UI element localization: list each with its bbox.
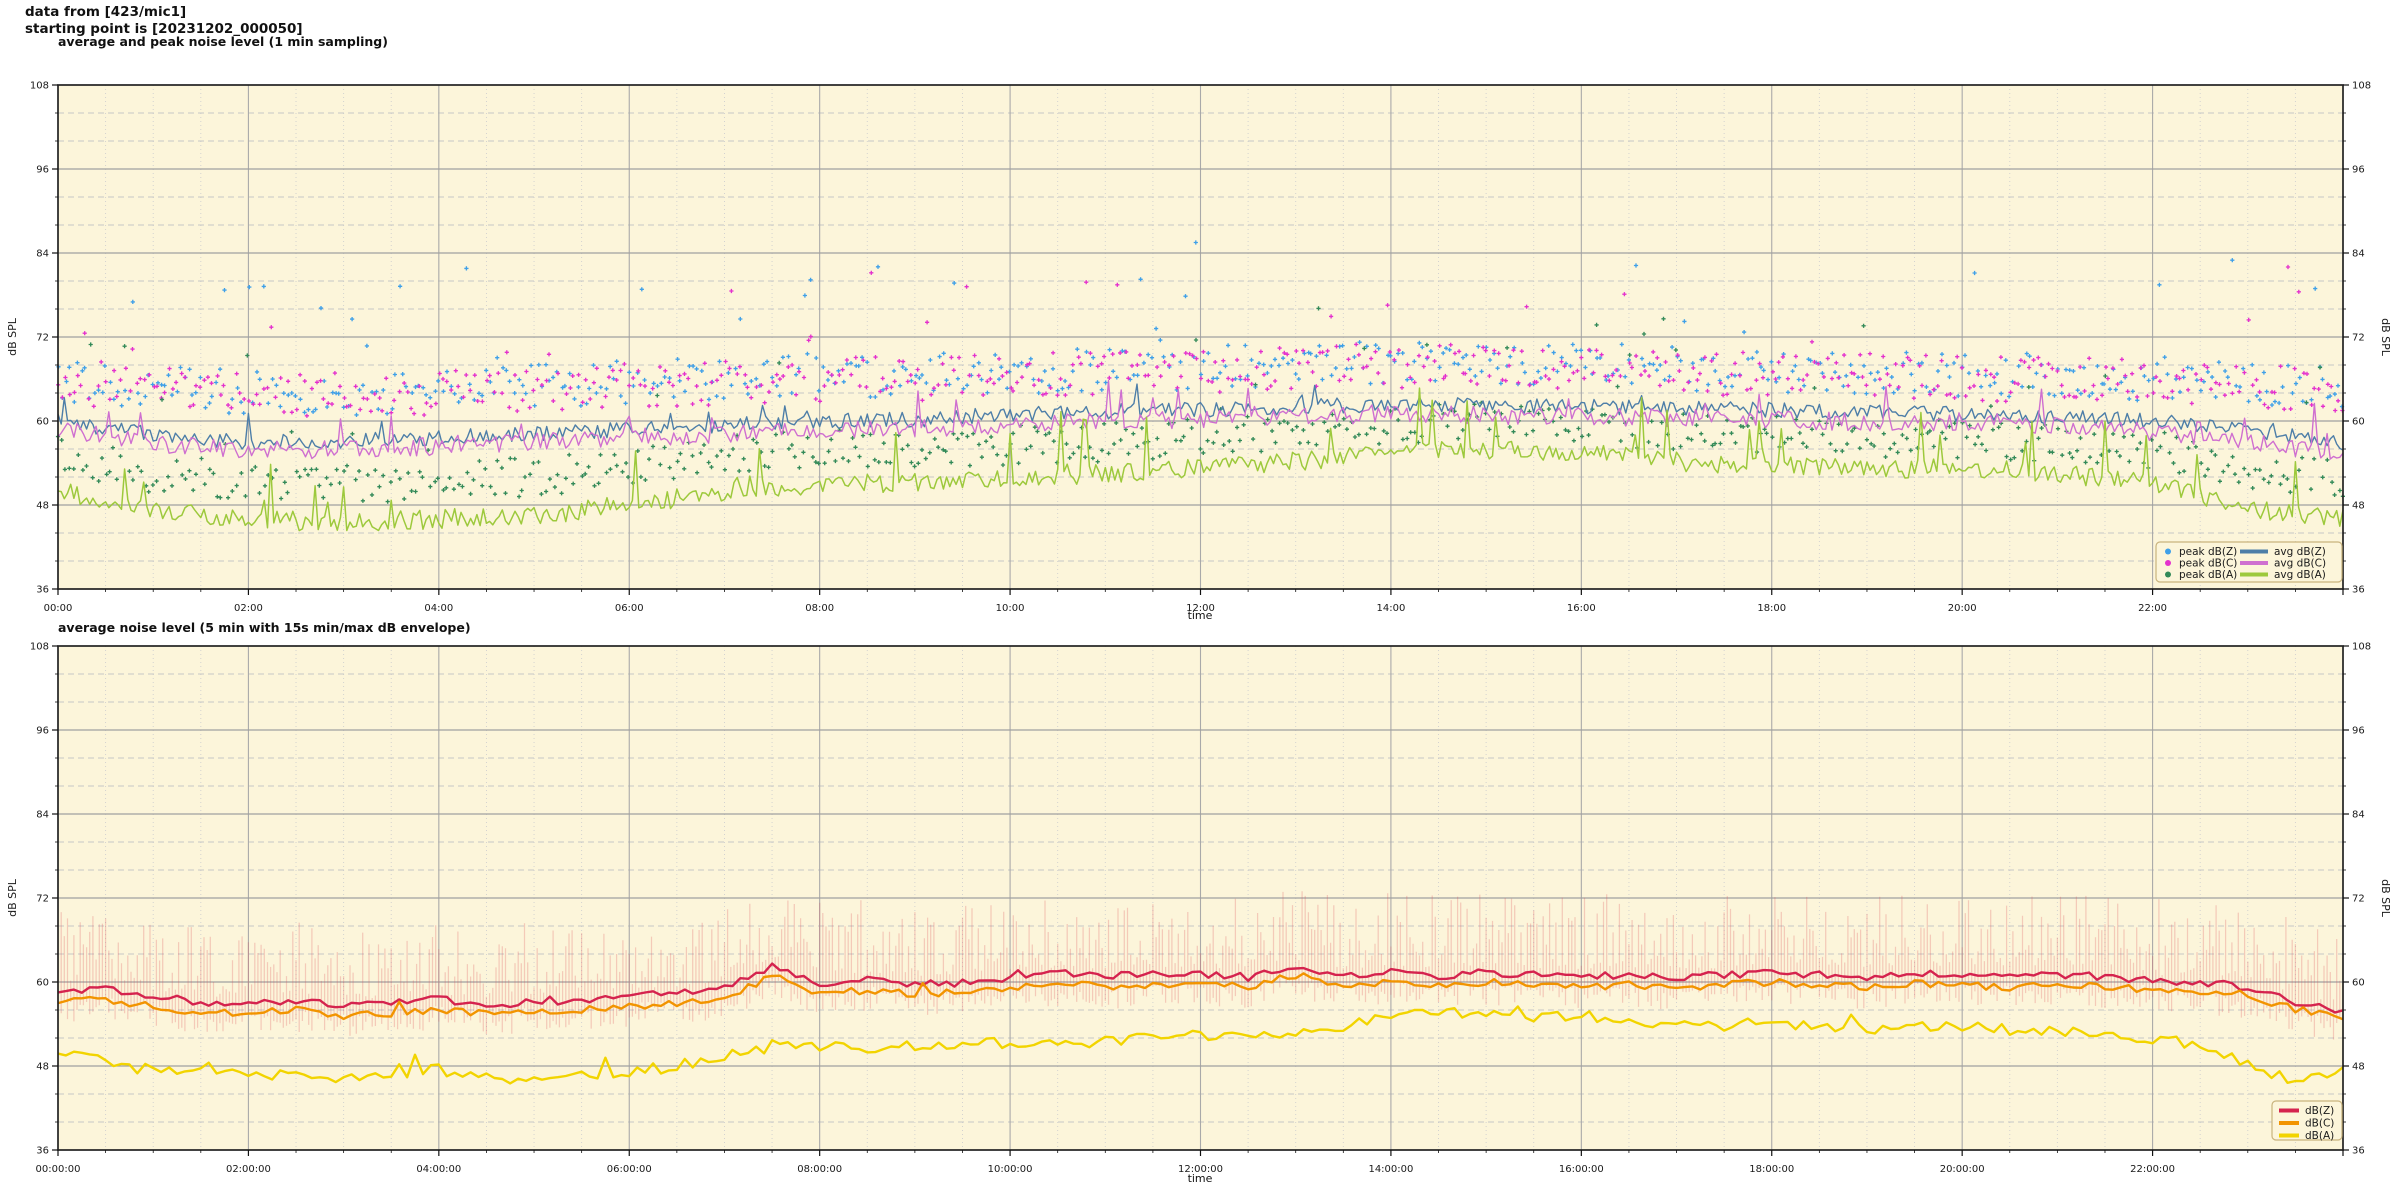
x-tick-label: 02:00 xyxy=(234,603,263,614)
legend-label: dB(C) xyxy=(2305,1118,2334,1130)
x-tick-label: 12:00 xyxy=(1186,603,1215,614)
y-tick-label-left: 72 xyxy=(36,333,49,344)
x-tick-label: 04:00 xyxy=(424,603,453,614)
y-tick-label-right: 72 xyxy=(2352,894,2365,905)
x-tick-label: 06:00 xyxy=(615,603,644,614)
y-tick-label-right: 72 xyxy=(2352,333,2365,344)
series-line-dB(Z) xyxy=(57,962,2344,1014)
ylabel-left: dB SPL xyxy=(6,317,19,356)
y-tick-label-right: 108 xyxy=(2352,642,2371,653)
x-tick-label: 08:00:00 xyxy=(797,1164,842,1175)
legend-marker-dot xyxy=(2165,571,2171,578)
y-tick-label-left: 72 xyxy=(36,894,49,905)
x-tick-label: 00:00 xyxy=(44,603,73,614)
series-line-dB(C) xyxy=(57,972,2344,1021)
x-tick-label: 20:00:00 xyxy=(1940,1164,1985,1175)
header-line-2: starting point is [20231202_000050] xyxy=(25,21,303,37)
chart-0: 00:00 02:00 04:00 06:00 08:00 10:00 12:00 14:00… xyxy=(6,81,2392,615)
y-tick-label-right: 36 xyxy=(2352,1146,2365,1157)
y-tick-label-left: 108 xyxy=(30,81,49,92)
y-tick-label-right: 60 xyxy=(2352,417,2365,428)
legend-label: dB(A) xyxy=(2305,1130,2334,1142)
y-tick-label-left: 84 xyxy=(36,810,49,821)
x-tick-label: 12:00:00 xyxy=(1178,1164,1223,1175)
x-tick-label: 18:00 xyxy=(1757,603,1786,614)
y-tick-label-right: 96 xyxy=(2352,165,2365,176)
y-tick-label-left: 96 xyxy=(36,165,49,176)
x-tick-label: 18:00:00 xyxy=(1749,1164,1794,1175)
y-tick-label-right: 60 xyxy=(2352,978,2365,989)
y-tick-label-left: 60 xyxy=(36,978,49,989)
bottom-chart-xlabel: time xyxy=(1187,1172,1213,1185)
y-tick-label-right: 36 xyxy=(2352,585,2365,596)
x-tick-label: 04:00:00 xyxy=(416,1164,461,1175)
legend-label: peak dB(A) xyxy=(2179,569,2237,581)
series-line-dB(A) xyxy=(57,1005,2344,1085)
x-tick-label: 10:00 xyxy=(996,603,1025,614)
series-line-avg dB(A) xyxy=(57,387,2344,532)
top-chart-title: average and peak noise level (1 min samp… xyxy=(58,34,388,49)
y-tick-label-left: 84 xyxy=(36,249,49,260)
x-tick-label: 16:00:00 xyxy=(1559,1164,1604,1175)
header-line-1: data from [423/mic1] xyxy=(25,4,187,20)
x-tick-label: 22:00:00 xyxy=(2130,1164,2175,1175)
x-tick-label: 22:00 xyxy=(2138,603,2167,614)
y-tick-label-right: 96 xyxy=(2352,726,2365,737)
legend-label: dB(Z) xyxy=(2305,1105,2334,1117)
y-tick-label-left: 96 xyxy=(36,726,49,737)
legend-label: peak dB(C) xyxy=(2179,558,2237,570)
legend-label: peak dB(Z) xyxy=(2179,546,2237,558)
y-tick-label-right: 84 xyxy=(2352,249,2365,260)
ylabel-right: dB SPL xyxy=(2379,318,2392,357)
ylabel-left: dB SPL xyxy=(6,878,19,917)
ylabel-right: dB SPL xyxy=(2379,879,2392,918)
x-tick-label: 02:00:00 xyxy=(226,1164,271,1175)
y-tick-label-left: 48 xyxy=(36,501,49,512)
legend-marker-dot xyxy=(2165,560,2171,566)
legend-label: avg dB(C) xyxy=(2274,558,2326,570)
y-tick-label-right: 84 xyxy=(2352,810,2365,821)
y-tick-label-left: 36 xyxy=(36,1146,49,1157)
series-line-avg dB(Z) xyxy=(57,383,2344,451)
legend: peak dB(Z)peak dB(C)peak dB(A)avg dB(Z)a… xyxy=(2155,541,2343,583)
top-chart-xlabel: time xyxy=(1187,609,1213,622)
x-tick-label: 10:00:00 xyxy=(988,1164,1033,1175)
legend-label: avg dB(A) xyxy=(2274,569,2326,581)
y-tick-label-left: 48 xyxy=(36,1062,49,1073)
legend-label: avg dB(Z) xyxy=(2274,546,2326,558)
y-tick-label-left: 36 xyxy=(36,585,49,596)
x-tick-label: 16:00 xyxy=(1567,603,1596,614)
y-tick-label-right: 48 xyxy=(2352,1062,2365,1073)
y-tick-label-left: 60 xyxy=(36,417,49,428)
series-line-avg dB(C) xyxy=(57,380,2344,460)
y-tick-label-right: 108 xyxy=(2352,81,2371,92)
bottom-chart-title: average noise level (5 min with 15s min/… xyxy=(58,620,471,635)
x-tick-label: 08:00 xyxy=(805,603,834,614)
y-tick-label-right: 48 xyxy=(2352,501,2365,512)
x-tick-label: 14:00:00 xyxy=(1368,1164,1413,1175)
x-tick-label: 20:00 xyxy=(1948,603,1977,614)
chart-1: 00:00:00 02:00:00 04:00:00 06:00:00 08:00:00… xyxy=(6,642,2392,1176)
legend-marker-dot xyxy=(2165,548,2171,555)
x-tick-label: 06:00:00 xyxy=(607,1164,652,1175)
x-tick-label: 14:00 xyxy=(1377,603,1406,614)
x-tick-label: 00:00:00 xyxy=(36,1164,81,1175)
y-tick-label-left: 108 xyxy=(30,642,49,653)
legend: dB(Z)dB(C)dB(A) xyxy=(2271,1100,2343,1142)
